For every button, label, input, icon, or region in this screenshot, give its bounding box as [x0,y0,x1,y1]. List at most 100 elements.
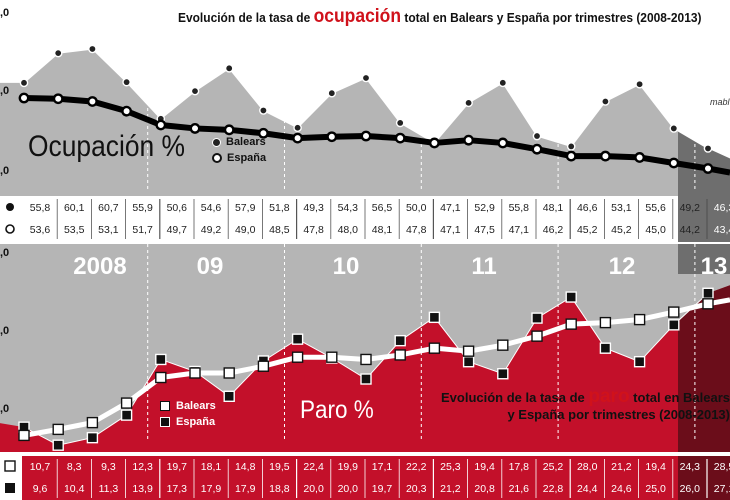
paro-espana-point [326,351,338,363]
ocupacion-last-quarter-area [678,130,730,196]
ocupacion-balears-point [635,79,644,89]
top-title-prefix: Evolución de la tasa de [178,10,314,25]
ocupacion-espana-value: 53,5 [64,224,85,236]
ocupacion-balears-point [532,131,542,141]
paro-espana-value: 21,6 [509,483,530,495]
ocupacion-espana-value: 48,5 [269,224,290,236]
ocupacion-label: Ocupación % [28,130,186,163]
ocupacion-espana-point [18,92,30,104]
paro-balears-value: 8,3 [67,461,82,473]
paro-balears-value: 22,2 [406,461,427,473]
ocupacion-espana-value: 47,8 [406,224,427,236]
legend-paro-espana: España [176,416,216,428]
ocupacion-balears-point [361,73,371,83]
ocupacion-balears-value: 53,1 [611,202,632,214]
ocupacion-espana-point [292,132,303,144]
ocupacion-balears-point [53,48,63,58]
legend-paro-balears: Balears [176,400,216,412]
bottom-title-prefix: Evolución de la tasa de [440,390,589,405]
ocupacion-espana-point [668,157,680,169]
ocupacion-espana-value: 49,0 [235,224,256,236]
ocupacion-espana-point [394,132,406,144]
ocupacion-espana-point [87,96,98,107]
ocupacion-espana-point [52,93,64,105]
ocupacion-espana-point [634,152,645,163]
ocupacion-balears-value: 60,7 [98,202,119,214]
ocupacion-balears-value: 51,8 [269,202,290,214]
ocupacion-espana-point [531,143,543,155]
legend-ocup-balears: Balears [226,136,266,148]
paro-espana-value: 13,9 [132,483,153,495]
paro-balears-value: 17,8 [509,461,530,473]
ocupacion-balears-value: 56,5 [372,202,393,214]
ocupacion-espana-value: 49,7 [167,224,188,236]
ocupacion-balears-point [601,97,610,106]
paro-espana-value: 11,3 [99,483,119,495]
ocupacion-y-tick-label: ,0 [0,7,9,19]
ocupacion-espana-value: 45,0 [645,224,666,236]
ocupacion-balears-value: 57,9 [235,202,256,214]
paro-label: Paro % [300,396,374,424]
ocupacion-espana-value: 45,2 [577,224,598,236]
paro-balears-value: 22,4 [303,461,324,473]
ocupacion-legend: Balears España [212,134,266,166]
paro-espana-point [668,306,680,318]
ocupacion-balears-value: 47,1 [440,202,461,214]
ocupacion-espana-value: 51,7 [132,224,153,236]
year-label: 11 [471,253,496,280]
paro-balears-value: 19,7 [167,461,188,473]
ocupacion-balears-value: 49,3 [303,202,324,214]
table-balears-dot-icon [6,203,14,211]
ocupacion-espana-point [121,105,133,117]
ocupacion-balears-value: 46,3 [714,202,730,214]
paro-espana-value: 26,0 [680,483,701,495]
top-title-highlight: ocupación [313,6,402,27]
paro-balears-value: 19,4 [474,461,495,473]
paro-balears-value: 12,3 [132,461,153,473]
ocupacion-balears-point [88,44,97,54]
paro-espana-point [223,367,235,379]
paro-last-quarter-top [678,244,730,274]
ocupacion-espana-point [463,134,474,146]
year-label: 13 [701,253,728,280]
paro-espana-value: 17,9 [201,483,222,495]
paro-espana-point [291,351,304,363]
paro-balears-value: 28,5 [714,461,730,473]
paro-espana-point [360,353,372,366]
ocupacion-espana-point [223,124,235,136]
year-label: 10 [333,253,360,280]
ocupacion-espana-line [23,95,730,176]
paro-espana-value: 24,6 [611,483,632,495]
paro-balears-value: 10,7 [30,461,51,473]
ocupacion-espana-point [326,131,338,143]
paro-balears-point [52,439,64,451]
ocupacion-balears-point [703,144,713,153]
ocupacion-balears-value: 60,1 [64,202,85,214]
ocupacion-espana-value: 47,1 [440,224,461,236]
paro-espana-value: 10,4 [64,483,85,495]
paro-y-tick-label: ,0 [0,247,9,259]
legend-ocup-espana: España [227,152,267,164]
ocupacion-balears-value: 50,0 [406,202,427,214]
paro-y-tick-label: ,0 [0,325,9,337]
top-chart-title: Evolución de la tasa de ocupación total … [178,6,701,28]
paro-espana-point [702,298,714,310]
ocupacion-balears-point [190,86,200,96]
paro-espana-point [18,429,30,442]
paro-balears-area [0,285,730,452]
paro-balears-value: 25,3 [440,461,461,473]
paro-espana-point [155,371,167,384]
paro-espana-value: 20,8 [474,483,495,495]
paro-espana-value: 19,7 [372,483,393,495]
paro-espana-value: 18,8 [269,483,290,495]
paro-balears-point [291,333,304,345]
table-espana-square-icon [5,483,15,493]
ocupacion-balears-point [669,124,679,133]
ocupacion-espana-point [257,127,269,139]
table-balears-square-icon [4,460,16,472]
ocupacion-espana-value: 46,2 [543,224,564,236]
paro-espana-value: 20,3 [406,483,427,495]
ocupacion-balears-point [566,142,576,151]
